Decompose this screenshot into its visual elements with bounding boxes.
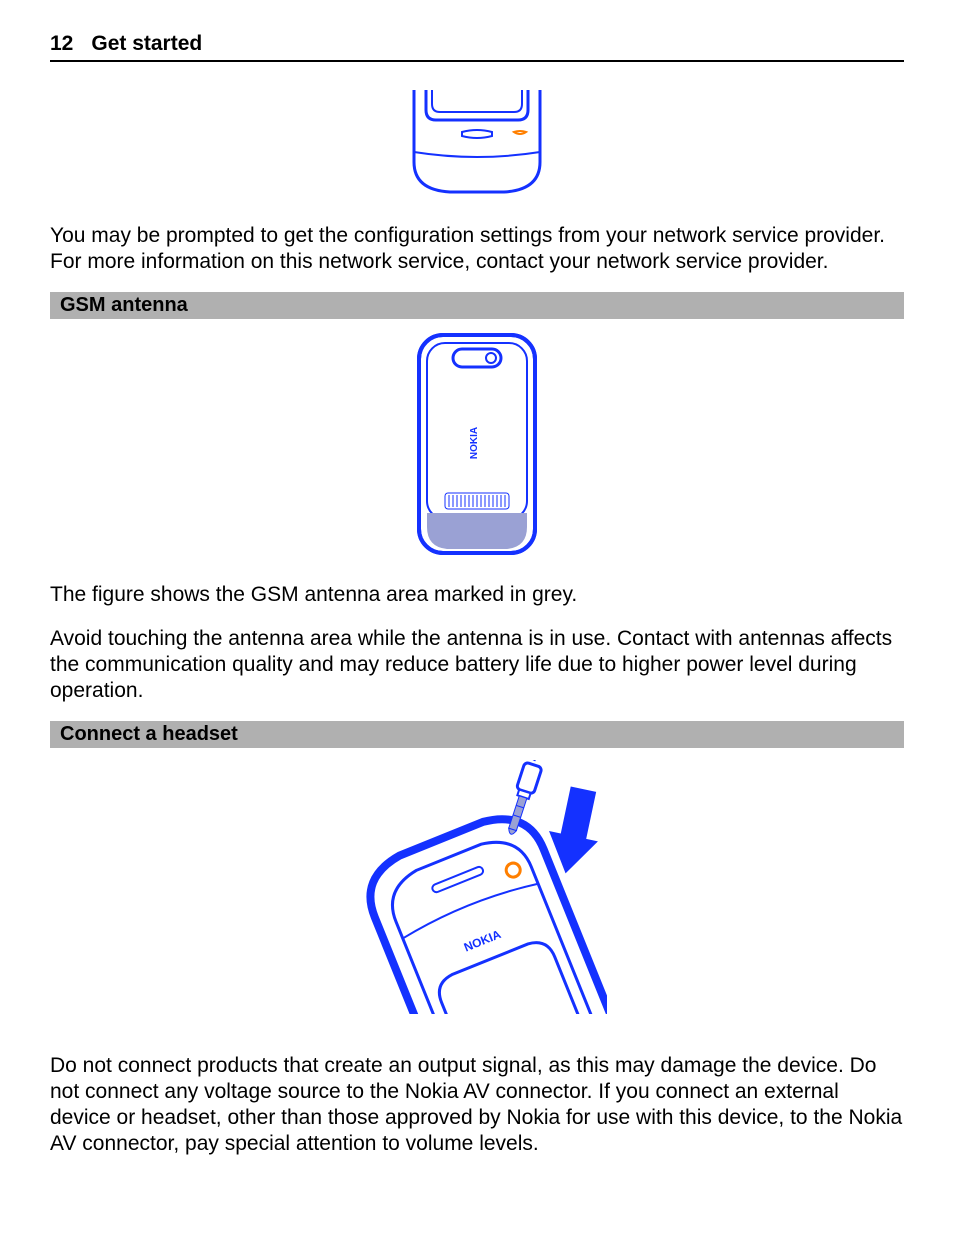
phone-bottom-svg xyxy=(402,90,552,200)
section-heading-connect-headset: Connect a headset xyxy=(50,721,904,748)
figure-phone-bottom xyxy=(50,90,904,205)
page-section-title: Get started xyxy=(91,32,202,56)
paragraph-antenna-figure: The figure shows the GSM antenna area ma… xyxy=(50,582,904,608)
paragraph-antenna-warning: Avoid touching the antenna area while th… xyxy=(50,626,904,705)
page-number: 12 xyxy=(50,32,73,56)
figure-phone-headset: NOKIA xyxy=(50,760,904,1035)
paragraph-headset-warning: Do not connect products that create an o… xyxy=(50,1053,904,1158)
phone-headset-svg: NOKIA xyxy=(347,760,607,1030)
brand-text-front: NOKIA xyxy=(462,926,503,954)
page-header: 12 Get started xyxy=(50,32,904,62)
document-page: 12 Get started You may be prompted to ge… xyxy=(0,0,954,1258)
figure-phone-back-antenna: NOKIA xyxy=(50,331,904,564)
section-heading-gsm-antenna: GSM antenna xyxy=(50,292,904,319)
paragraph-config-settings: You may be prompted to get the configura… xyxy=(50,223,904,276)
phone-back-svg: NOKIA xyxy=(413,331,541,559)
brand-text: NOKIA xyxy=(469,426,480,458)
